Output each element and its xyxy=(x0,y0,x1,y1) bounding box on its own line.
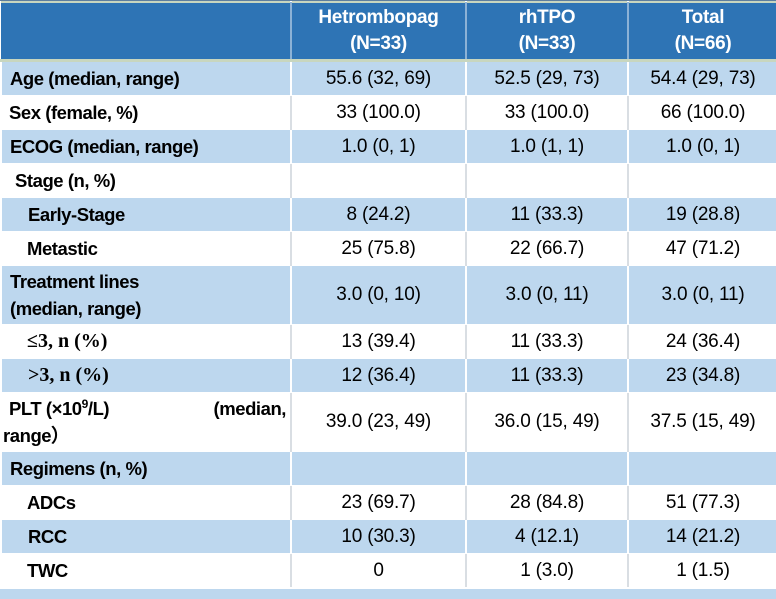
row-label: PLT (×109/L) (median, range） xyxy=(1,393,291,452)
cell-value: 8 (24.2) xyxy=(290,197,466,232)
table-body: Age (median, range) 55.6 (32, 69) 52.5 (… xyxy=(0,60,776,587)
cell-value xyxy=(627,163,776,198)
cell-value: 39.0 (23, 49) xyxy=(290,392,466,452)
row-label: Sex (female, %) xyxy=(9,101,138,123)
cell-value: 1 (3.0) xyxy=(465,553,628,587)
row-label: Treatment lines (median, range) xyxy=(0,265,291,325)
table-row-adcs: ADCs 23 (69.7) 28 (84.8) 51 (77.3) xyxy=(1,485,776,520)
cell-value: 3.0 (0, 11) xyxy=(465,265,628,325)
cell-value xyxy=(465,451,628,486)
plt-unit-text: PLT (×109/L) xyxy=(9,396,110,419)
corner-header-cell xyxy=(1,2,291,62)
cell-value: 4 (12.1) xyxy=(465,519,628,554)
cell-value: 14 (21.2) xyxy=(627,519,776,554)
row-label: Metastic xyxy=(27,237,98,259)
column-header-rhtpo: rhTPO (N=33) xyxy=(465,2,628,62)
cell-value: 36.0 (15, 49) xyxy=(465,392,628,452)
row-label: >3, n (%) xyxy=(0,358,291,393)
column-name: Total xyxy=(681,7,725,28)
cell-value: 12 (36.4) xyxy=(290,358,466,393)
table-row-sex: Sex (female, %) 33 (100.0) 33 (100.0) 66… xyxy=(1,95,776,130)
header-row: Hetrombopag (N=33) rhTPO (N=33) Total (N… xyxy=(1,2,776,62)
column-n-count: (N=33) xyxy=(518,33,576,54)
column-name: Hetrombopag xyxy=(318,7,439,28)
cell-value: 3.0 (0, 10) xyxy=(290,265,466,325)
cell-value: 55.6 (32, 69) xyxy=(290,60,466,96)
partial-next-row-strip xyxy=(0,587,776,599)
cell-value: 1 (1.5) xyxy=(627,553,776,587)
table-row-early-stage: Early-Stage 8 (24.2) 11 (33.3) 19 (28.8) xyxy=(0,197,776,232)
cell-value: 23 (69.7) xyxy=(290,485,466,520)
cell-value: 22 (66.7) xyxy=(465,231,628,266)
cell-value xyxy=(290,451,466,486)
cell-value: 54.4 (29, 73) xyxy=(627,60,776,96)
cell-value: 11 (33.3) xyxy=(465,197,628,232)
table-row-lines-le3: ≤3, n (%) 13 (39.4) 11 (33.3) 24 (36.4) xyxy=(1,324,776,359)
cell-value: 33 (100.0) xyxy=(290,95,466,130)
column-header-total: Total (N=66) xyxy=(627,2,776,62)
column-name: rhTPO xyxy=(518,7,576,28)
row-label: ADCs xyxy=(27,491,76,513)
table-row-ecog: ECOG (median, range) 1.0 (0, 1) 1.0 (1, … xyxy=(0,129,776,164)
row-label: ECOG (median, range) xyxy=(0,129,291,164)
column-header-hetrombopag: Hetrombopag (N=33) xyxy=(290,2,466,62)
row-label: ≤3, n (%) xyxy=(27,330,108,352)
cell-value: 25 (75.8) xyxy=(290,231,466,266)
row-label-line1: PLT (×109/L) (median, xyxy=(3,395,286,422)
superscript-9: 9 xyxy=(81,396,89,411)
table-row-treatment-lines: Treatment lines (median, range) 3.0 (0, … xyxy=(0,265,776,325)
cell-value: 11 (33.3) xyxy=(465,358,628,393)
cell-value: 11 (33.3) xyxy=(465,324,628,359)
cell-value: 28 (84.8) xyxy=(465,485,628,520)
table-row-stage: Stage (n, %) xyxy=(1,163,776,198)
cell-value: 19 (28.8) xyxy=(627,197,776,232)
row-label: Regimens (n, %) xyxy=(0,451,291,486)
row-label: Age (median, range) xyxy=(0,60,291,96)
cell-value: 1.0 (1, 1) xyxy=(465,129,628,164)
cell-value: 3.0 (0, 11) xyxy=(627,265,776,325)
column-n-count: (N=33) xyxy=(350,33,407,54)
cell-value xyxy=(627,451,776,486)
cell-value: 0 xyxy=(290,553,466,587)
table-row-regimens: Regimens (n, %) xyxy=(0,451,776,486)
cell-value: 37.5 (15, 49) xyxy=(627,392,776,452)
column-n-count: (N=66) xyxy=(674,33,732,54)
cell-value: 52.5 (29, 73) xyxy=(465,60,628,96)
cell-value: 33 (100.0) xyxy=(465,95,628,130)
row-label: TWC xyxy=(27,559,68,581)
cell-value: 10 (30.3) xyxy=(290,519,466,554)
cell-value: 1.0 (0, 1) xyxy=(627,129,776,164)
row-label-line2: (median, range) xyxy=(10,298,141,319)
cell-value: 66 (100.0) xyxy=(627,95,776,130)
cell-value: 1.0 (0, 1) xyxy=(290,129,466,164)
cell-value: 47 (71.2) xyxy=(627,231,776,266)
baseline-characteristics-table: Hetrombopag (N=33) rhTPO (N=33) Total (N… xyxy=(0,1,776,587)
table-row-metastic: Metastic 25 (75.8) 22 (66.7) 47 (71.2) xyxy=(1,231,776,266)
table-row-plt: PLT (×109/L) (median, range） 39.0 (23, 4… xyxy=(1,392,776,452)
cell-value xyxy=(290,163,466,198)
cell-value xyxy=(465,163,628,198)
cell-value: 24 (36.4) xyxy=(627,324,776,359)
row-label-line1: Treatment lines xyxy=(10,271,139,292)
table-row-age: Age (median, range) 55.6 (32, 69) 52.5 (… xyxy=(0,60,776,96)
table-row-lines-gt3: >3, n (%) 12 (36.4) 11 (33.3) 23 (34.8) xyxy=(0,358,776,393)
table-header: Hetrombopag (N=33) rhTPO (N=33) Total (N… xyxy=(1,2,776,62)
cell-value: 23 (34.8) xyxy=(627,358,776,393)
cell-value: 51 (77.3) xyxy=(627,485,776,520)
row-label-line2: range） xyxy=(3,425,70,446)
row-label: Stage (n, %) xyxy=(15,169,116,191)
table-row-twc: TWC 0 1 (3.0) 1 (1.5) xyxy=(1,553,776,587)
cell-value: 13 (39.4) xyxy=(290,324,466,359)
table-row-rcc: RCC 10 (30.3) 4 (12.1) 14 (21.2) xyxy=(0,519,776,554)
row-label: Early-Stage xyxy=(0,197,291,232)
row-label: RCC xyxy=(0,519,291,554)
plt-median-text: (median, xyxy=(213,398,287,419)
